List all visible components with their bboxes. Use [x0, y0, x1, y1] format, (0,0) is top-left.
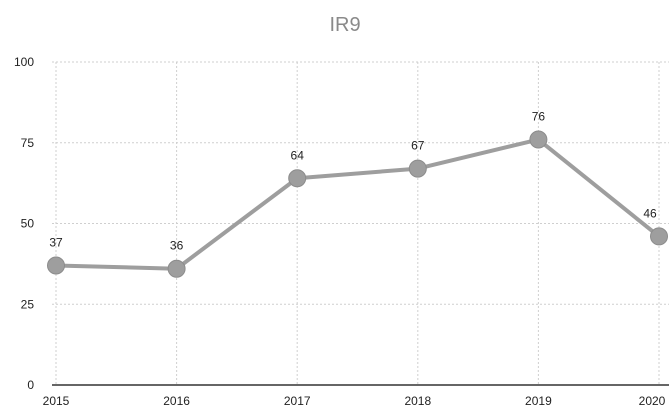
- y-tick-label-50: 50: [21, 217, 35, 231]
- x-axis-tick-labels: 2015 2016 2017 2018 2019 2020: [43, 394, 666, 407]
- series-line-0: [54, 137, 661, 271]
- data-label-2020: 46: [643, 206, 657, 220]
- data-label-2019: 76: [532, 110, 546, 124]
- data-label-2015: 37: [49, 235, 63, 249]
- x-tick-label-2019: 2019: [525, 394, 552, 407]
- x-tick-label-2015: 2015: [43, 394, 70, 407]
- data-label-2017: 64: [291, 148, 305, 162]
- data-label-2016: 36: [170, 239, 184, 253]
- y-tick-label-100: 100: [14, 55, 34, 69]
- data-point-2019: [529, 130, 548, 149]
- data-points: [47, 130, 668, 278]
- series-layer: [54, 137, 661, 271]
- chart-title: IR9: [329, 14, 360, 36]
- data-labels: 37 36 64 67 76 46: [49, 110, 657, 253]
- gridlines: [52, 61, 669, 385]
- data-point-2015: [47, 256, 65, 275]
- data-point-2017: [288, 169, 307, 188]
- data-point-2016: [167, 259, 186, 278]
- data-point-2018: [408, 159, 427, 178]
- x-tick-label-2016: 2016: [163, 394, 190, 407]
- y-tick-label-25: 25: [21, 297, 35, 311]
- x-tick-label-2018: 2018: [404, 394, 431, 407]
- y-axis-tick-labels: 0 25 50 75 100: [14, 55, 34, 392]
- x-tick-label-2020: 2020: [639, 394, 666, 407]
- y-tick-label-0: 0: [27, 378, 34, 392]
- y-tick-label-75: 75: [21, 136, 35, 150]
- x-tick-label-2017: 2017: [284, 394, 311, 407]
- data-point-2020: [650, 227, 668, 246]
- data-label-2018: 67: [411, 139, 425, 153]
